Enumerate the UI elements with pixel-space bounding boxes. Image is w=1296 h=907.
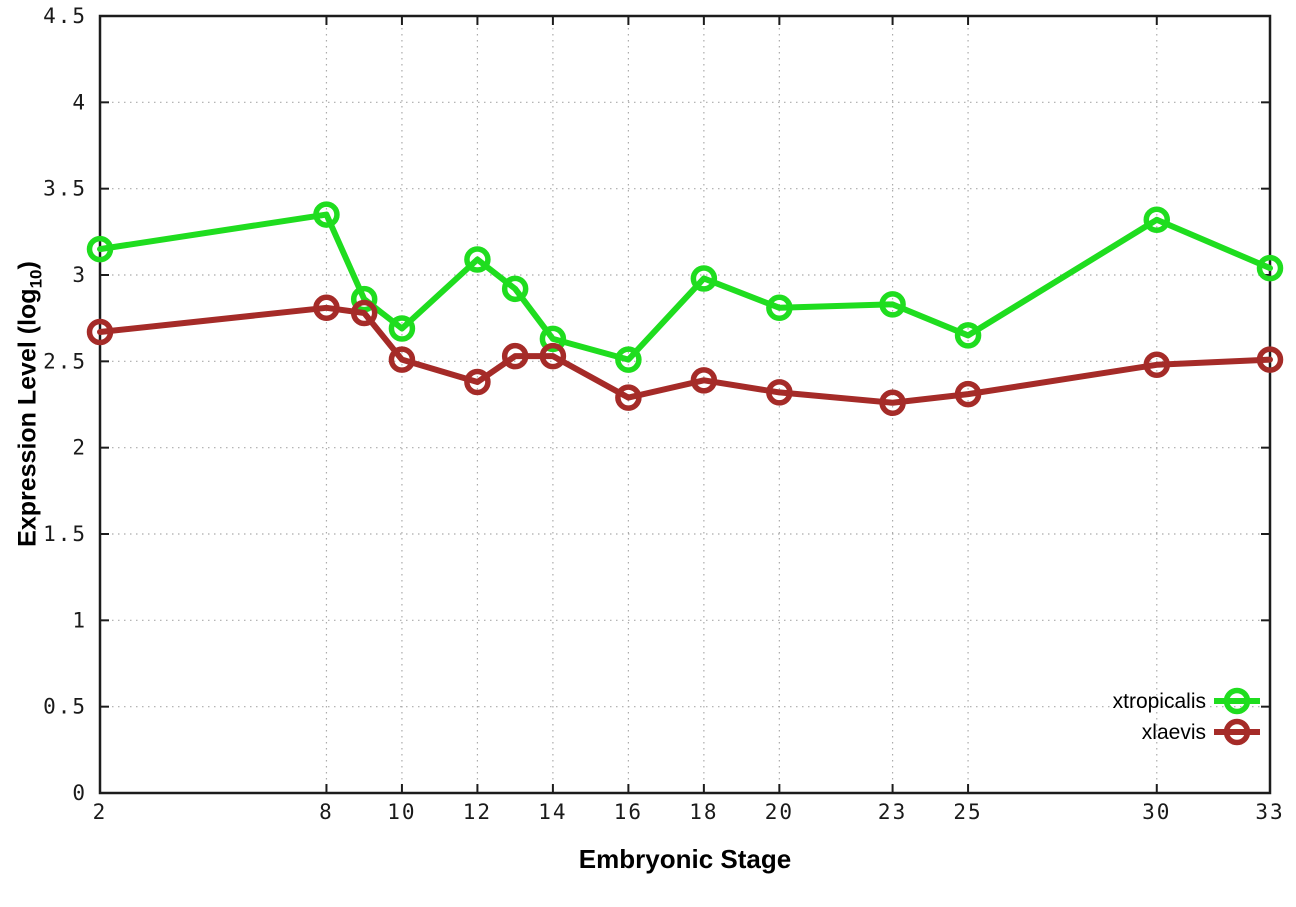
data-point-xtropicalis [388, 315, 416, 342]
y-tick-label: 0 [72, 781, 87, 805]
data-point-xtropicalis [690, 265, 718, 292]
data-point-xtropicalis [501, 275, 529, 303]
y-tick-label: 2 [72, 436, 87, 460]
y-axis-label: Expression Level (log10) [14, 261, 47, 547]
data-point-xlaevis [388, 346, 416, 373]
x-tick-label: 25 [953, 800, 982, 824]
legend-sample-marker-xlaevis [1223, 718, 1251, 746]
y-tick-label: 4.5 [43, 4, 87, 28]
series-line-xlaevis [97, 304, 1273, 406]
x-axis-label: Embryonic Stage [578, 844, 792, 874]
data-point-xlaevis [86, 318, 114, 346]
data-point-xlaevis [501, 342, 529, 370]
x-tick-label: 33 [1255, 800, 1284, 824]
x-tick-label: 12 [463, 800, 492, 824]
data-point-xlaevis [766, 379, 793, 406]
x-tick-label: 14 [538, 800, 567, 824]
x-tick-label: 16 [614, 800, 643, 824]
x-tick-label: 10 [387, 800, 416, 824]
legend-label-xlaevis: xlaevis [1142, 721, 1206, 744]
data-point-xtropicalis [539, 325, 567, 353]
y-axis-label-subscript: 10 [26, 269, 46, 289]
data-point-xtropicalis [615, 346, 642, 373]
data-point-xlaevis [690, 367, 718, 394]
y-tick-label: 1 [72, 608, 87, 632]
x-tick-label: 30 [1142, 800, 1171, 824]
data-point-xtropicalis [1143, 206, 1171, 233]
data-point-xlaevis [464, 368, 491, 396]
y-tick-label: 0.5 [43, 695, 87, 719]
data-point-xtropicalis [879, 291, 906, 318]
data-point-xlaevis [615, 384, 642, 411]
y-tick-label: 3 [72, 263, 87, 287]
data-point-xlaevis [1143, 351, 1171, 379]
legend-sample-marker-xtropicalis [1223, 687, 1251, 715]
data-point-xlaevis [1256, 346, 1284, 373]
y-axis-label-text: Expression Level (log [13, 288, 42, 547]
data-point-xtropicalis [766, 294, 793, 322]
y-tick-label: 3.5 [43, 177, 87, 201]
data-point-xtropicalis [954, 322, 982, 349]
legend-label-xtropicalis: xtropicalis [1113, 690, 1206, 713]
data-point-xtropicalis [1256, 254, 1284, 282]
data-point-xtropicalis [464, 246, 491, 273]
data-point-xlaevis [313, 294, 340, 322]
y-axis-label-close: ) [13, 261, 42, 270]
x-tick-label: 23 [878, 800, 907, 824]
data-point-xtropicalis [313, 201, 340, 228]
x-tick-label: 20 [765, 800, 794, 824]
data-point-xtropicalis [86, 235, 114, 263]
y-tick-label: 2.5 [43, 349, 87, 373]
y-tick-label: 1.5 [43, 522, 87, 546]
x-tick-label: 8 [319, 800, 334, 824]
data-point-xlaevis [954, 380, 982, 408]
x-tick-label: 18 [689, 800, 718, 824]
data-point-xlaevis [539, 342, 567, 370]
y-tick-label: 4 [72, 90, 87, 114]
data-point-xlaevis [879, 389, 906, 417]
data-point-xlaevis [350, 299, 378, 327]
data-point-xtropicalis [350, 285, 378, 313]
x-tick-label: 2 [93, 800, 108, 824]
plot-frame [98, 14, 1272, 795]
series-line-xtropicalis [97, 211, 1273, 363]
